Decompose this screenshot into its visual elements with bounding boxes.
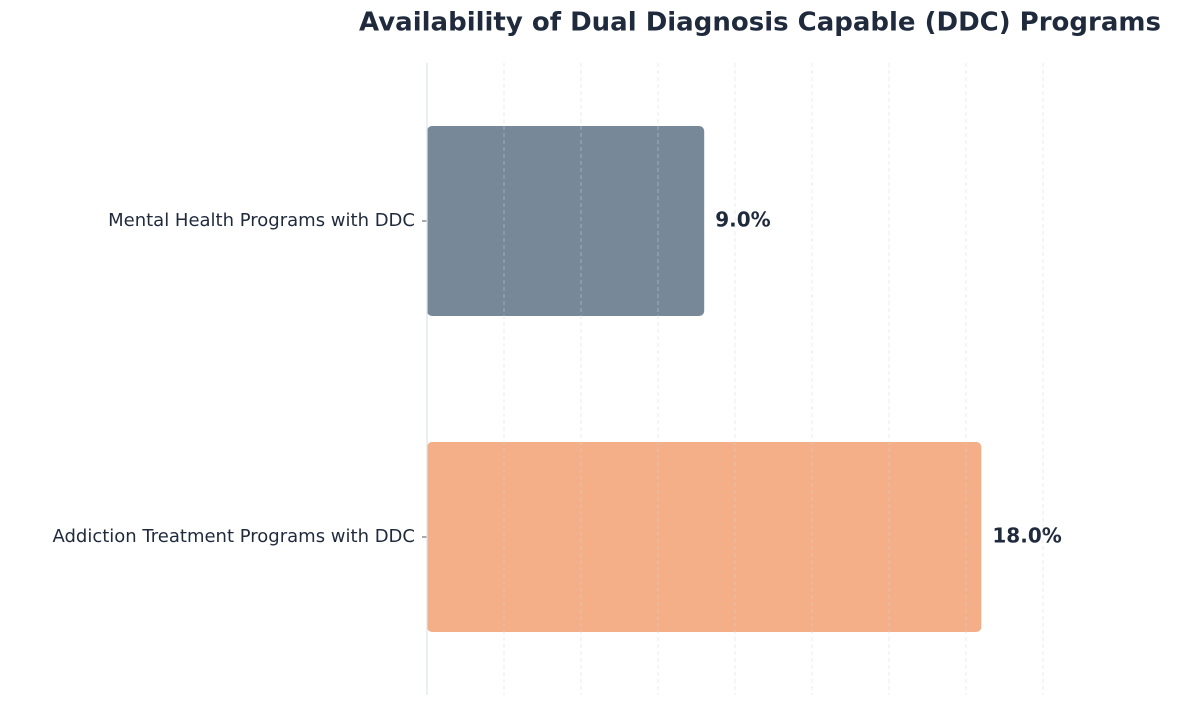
bar xyxy=(427,126,705,316)
value-label: 9.0% xyxy=(715,208,770,232)
chart-title: Availability of Dual Diagnosis Capable (… xyxy=(359,8,1161,38)
value-label: 18.0% xyxy=(992,524,1061,548)
bar xyxy=(427,442,982,632)
y-tick-label: Addiction Treatment Programs with DDC xyxy=(52,526,415,547)
y-tick-label: Mental Health Programs with DDC xyxy=(108,210,415,231)
